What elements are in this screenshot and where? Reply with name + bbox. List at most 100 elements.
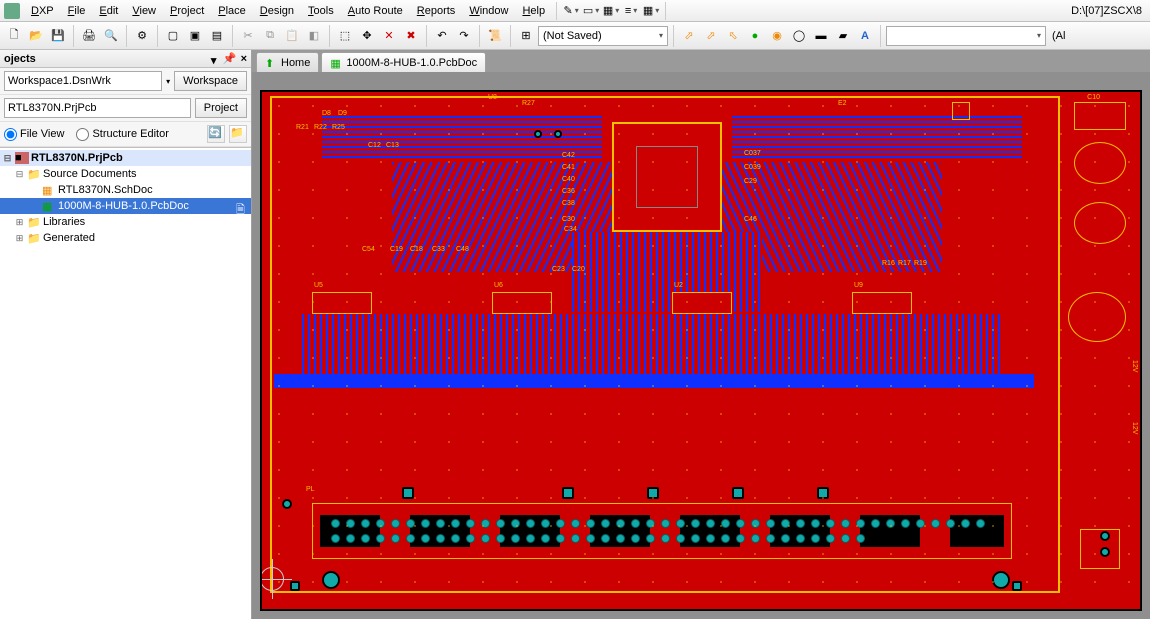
browse-icon[interactable]: ⊞ <box>516 26 536 46</box>
menu-tools[interactable]: Tools <box>301 2 341 20</box>
connector-pad <box>556 534 565 543</box>
connector-pad <box>391 519 400 528</box>
route-c-icon[interactable]: ⬁ <box>723 26 743 46</box>
clear-icon[interactable]: ✖ <box>401 26 421 46</box>
menu-project[interactable]: Project <box>163 2 211 20</box>
panel-icon-a[interactable]: 🔄 <box>207 125 225 143</box>
structure-radio[interactable]: Structure Editor <box>76 128 168 141</box>
connector-pad <box>946 519 955 528</box>
connector-pad <box>541 519 550 528</box>
fill-icon[interactable]: ▬ <box>811 26 831 46</box>
connector-pad <box>361 534 370 543</box>
preview-icon[interactable]: 🔍 <box>101 26 121 46</box>
connector-pad <box>736 534 745 543</box>
lbl-u2: U2 <box>674 282 683 289</box>
connector-pad <box>331 534 340 543</box>
new-icon[interactable]: 🗋 <box>4 26 24 46</box>
connector-pad <box>481 519 490 528</box>
pad-icon[interactable]: ◯ <box>789 26 809 46</box>
script-icon[interactable]: 📜 <box>485 26 505 46</box>
close-panel-icon[interactable]: × <box>241 53 247 65</box>
menu-autoroute[interactable]: Auto Route <box>341 2 410 20</box>
connector-pad <box>811 534 820 543</box>
lbl-d9: D9 <box>338 110 347 117</box>
tree-project-root[interactable]: ⊟■RTL8370N.PrjPcb <box>0 150 251 166</box>
connector-pad <box>826 519 835 528</box>
connector-pad <box>691 534 700 543</box>
route-a-icon[interactable]: ⬀ <box>679 26 699 46</box>
tool-d-icon[interactable]: ◧ <box>304 26 324 46</box>
paste-icon[interactable]: 📋 <box>282 26 302 46</box>
via2-icon[interactable]: ◉ <box>767 26 787 46</box>
workspace-button[interactable]: Workspace <box>174 71 247 91</box>
copy-icon[interactable]: ⧉ <box>260 26 280 46</box>
connector-pad <box>376 534 385 543</box>
via-icon[interactable]: ● <box>745 26 765 46</box>
project-input[interactable] <box>4 98 191 118</box>
tree-schdoc[interactable]: ▦RTL8370N.SchDoc <box>0 182 251 198</box>
lbl-c23: C23 <box>552 266 565 273</box>
text-icon[interactable]: A <box>855 26 875 46</box>
menu-design[interactable]: Design <box>253 2 301 20</box>
pcb-board[interactable]: C10 12V 12V <box>260 90 1142 611</box>
pencil-dropdown-icon[interactable]: ✎ <box>562 2 580 20</box>
cut-icon[interactable]: ✂ <box>238 26 258 46</box>
tree-libraries[interactable]: ⊞📁Libraries <box>0 214 251 230</box>
connector-pad <box>676 519 685 528</box>
move-icon[interactable]: ✥ <box>357 26 377 46</box>
connector-pad <box>541 534 550 543</box>
pcb-canvas[interactable]: C10 12V 12V <box>252 72 1150 619</box>
select-rect-icon[interactable]: ⬚ <box>335 26 355 46</box>
workspace-input[interactable] <box>4 71 162 91</box>
undo-icon[interactable]: ↶ <box>432 26 452 46</box>
poly-icon[interactable]: ▰ <box>833 26 853 46</box>
menu-dxp[interactable]: DXP <box>24 2 61 20</box>
comp-u9 <box>852 292 912 314</box>
tool-b-icon[interactable]: ▣ <box>185 26 205 46</box>
menu-help[interactable]: Help <box>515 2 552 20</box>
tab-pcbdoc[interactable]: ▦ 1000M-8-HUB-1.0.PcbDoc <box>321 52 486 72</box>
menu-view[interactable]: View <box>125 2 163 20</box>
align-dropdown-icon[interactable]: ≡ <box>622 2 640 20</box>
hole-ic-1 <box>534 130 542 138</box>
plane-strip <box>274 374 1034 388</box>
compile-icon[interactable]: ⚙ <box>132 26 152 46</box>
tree-generated[interactable]: ⊞📁Generated <box>0 230 251 246</box>
trace-bundle-mid <box>572 232 762 312</box>
lbl-c36: C36 <box>562 188 575 195</box>
connector-pad <box>361 519 370 528</box>
panel-icon-b[interactable]: 📁 <box>229 125 247 143</box>
lbl-c46: C46 <box>744 216 757 223</box>
deselect-icon[interactable]: ✕ <box>379 26 399 46</box>
tree-source-docs[interactable]: ⊟📁Source Documents <box>0 166 251 182</box>
tree-pcbdoc[interactable]: ▦1000M-8-HUB-1.0.PcbDoc 🗎 <box>0 198 251 214</box>
fileview-radio[interactable]: File View <box>4 128 64 141</box>
connector-pad <box>796 519 805 528</box>
tool-c-icon[interactable]: ▤ <box>207 26 227 46</box>
project-button[interactable]: Project <box>195 98 247 118</box>
pin2-icon[interactable]: 📌 <box>223 52 237 65</box>
open-icon[interactable]: 📂 <box>26 26 46 46</box>
component-combo[interactable]: ▾ <box>886 26 1046 46</box>
project-tree: ⊟■RTL8370N.PrjPcb ⊟📁Source Documents ▦RT… <box>0 147 251 619</box>
redo-icon[interactable]: ↷ <box>454 26 474 46</box>
menu-window[interactable]: Window <box>462 2 515 20</box>
tool-a-icon[interactable]: ▢ <box>163 26 183 46</box>
tab-home[interactable]: ⬆ Home <box>256 52 319 72</box>
menu-place[interactable]: Place <box>211 2 253 20</box>
layer-dropdown-icon[interactable]: ▦ <box>602 2 620 20</box>
select-dropdown-icon[interactable]: ▭ <box>582 2 600 20</box>
route-b-icon[interactable]: ⬀ <box>701 26 721 46</box>
lbl-r19: R19 <box>914 260 927 267</box>
menu-file[interactable]: File <box>61 2 93 20</box>
grid-dropdown-icon[interactable]: ▦ <box>642 2 660 20</box>
variant-combo[interactable]: (Not Saved)▾ <box>538 26 668 46</box>
menu-reports[interactable]: Reports <box>410 2 463 20</box>
print-icon[interactable]: 🖨 <box>79 26 99 46</box>
hole-ic-2 <box>554 130 562 138</box>
pin-icon[interactable]: ▾ <box>211 54 221 64</box>
connector-pad <box>466 519 475 528</box>
save-icon[interactable]: 💾 <box>48 26 68 46</box>
pcb-icon: ▦ <box>330 57 342 69</box>
menu-edit[interactable]: Edit <box>92 2 125 20</box>
